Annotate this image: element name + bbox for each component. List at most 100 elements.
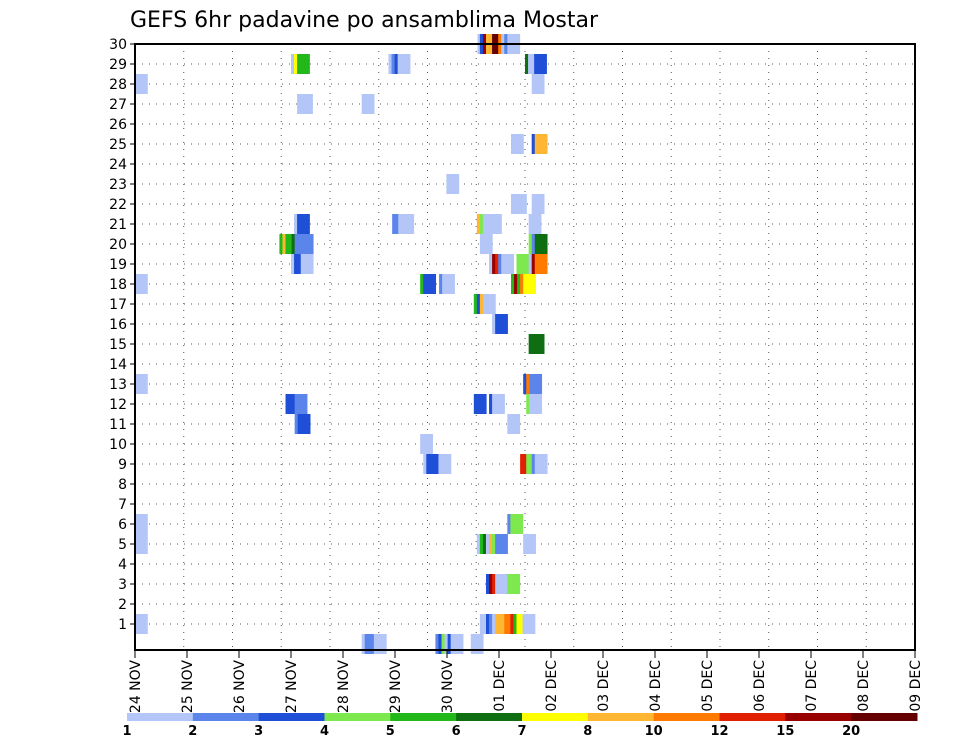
cell-member-20 <box>300 234 314 254</box>
cell-member-28 <box>135 74 148 94</box>
cell-member-10 <box>420 434 433 454</box>
y-tick-label: 2 <box>118 597 127 613</box>
colorbar-label: 5 <box>386 724 395 739</box>
y-tick-label: 4 <box>118 557 127 573</box>
cell-member-21 <box>528 214 542 234</box>
x-tick-label: 04 DEC <box>648 660 664 712</box>
cell-member-12 <box>294 394 308 414</box>
colorbar-segment <box>785 713 852 721</box>
colorbar-label: 6 <box>452 724 461 739</box>
cell-member-29 <box>297 54 310 74</box>
colorbar-segment <box>456 713 523 721</box>
plot-frame <box>134 43 916 651</box>
cell-member-1 <box>522 614 536 634</box>
colorbar-label: 12 <box>710 724 728 739</box>
y-tick-label: 20 <box>109 237 127 253</box>
cell-member-25 <box>534 134 548 154</box>
y-tick-label: 21 <box>109 217 127 233</box>
y-tick-label: 19 <box>109 257 127 273</box>
cell-member-6 <box>135 514 148 534</box>
x-tick-label: 03 DEC <box>596 660 612 712</box>
x-tick-label: 26 NOV <box>232 660 248 714</box>
cell-member-1 <box>135 614 148 634</box>
x-tick-label: 05 DEC <box>700 660 716 712</box>
colorbar-label: 7 <box>517 724 526 739</box>
cell-member-13 <box>135 374 148 394</box>
cell-member-21 <box>297 214 310 234</box>
colorbar-label: 1 <box>122 724 131 739</box>
x-tick-label: 08 DEC <box>856 660 872 712</box>
cell-member-19 <box>516 254 530 274</box>
cell-member-12 <box>529 394 543 414</box>
cell-member-27 <box>300 94 313 114</box>
x-tick-label: 06 DEC <box>752 660 768 712</box>
y-tick-label: 22 <box>109 197 127 213</box>
colorbar-label: 4 <box>320 724 329 739</box>
x-tick-label: 01 DEC <box>492 660 508 712</box>
cell-member-22 <box>531 194 545 214</box>
grid-lines <box>135 43 915 650</box>
chart-title: GEFS 6hr padavine po ansamblima Mostar <box>130 8 599 33</box>
x-tick-label: 24 NOV <box>128 660 144 714</box>
cell-member-15 <box>531 334 545 354</box>
y-tick-label: 23 <box>109 177 127 193</box>
y-tick-label: 28 <box>109 77 127 93</box>
y-tick-label: 8 <box>118 477 127 493</box>
y-tick-label: 18 <box>109 277 127 293</box>
colorbar: 1 2 3 4 5 6 7 8 10 12 15 20 <box>122 713 918 739</box>
cell-member-11 <box>507 414 521 434</box>
colorbar-segment <box>390 713 457 721</box>
x-tick-label: 29 NOV <box>388 660 404 714</box>
y-tick-label: 3 <box>118 577 127 593</box>
y-tick-label: 7 <box>118 497 127 513</box>
colorbar-segment <box>719 713 786 721</box>
cell-member-18 <box>442 274 455 294</box>
cell-member-11 <box>297 414 311 434</box>
cell-member-19 <box>501 254 515 274</box>
y-tick-label: 9 <box>118 457 127 473</box>
cell-member-12 <box>492 394 505 414</box>
cell-member-3 <box>495 574 508 594</box>
cell-member-5 <box>523 534 536 554</box>
colorbar-segment <box>324 713 391 721</box>
y-tick-label: 5 <box>118 537 127 553</box>
cell-member-22 <box>514 194 527 214</box>
y-tick-label: 15 <box>109 337 127 353</box>
cell-member-28 <box>531 74 545 94</box>
y-tick-label: 26 <box>109 117 127 133</box>
x-tick-label: 09 DEC <box>908 660 924 712</box>
colorbar-segment <box>653 713 720 721</box>
y-tick-label: 1 <box>118 617 127 633</box>
cell-member-25 <box>510 134 524 154</box>
colorbar-segment <box>851 713 918 721</box>
y-tick-label: 16 <box>109 317 127 333</box>
x-tick-label: 30 NOV <box>440 660 456 714</box>
y-tick-label: 29 <box>109 57 127 73</box>
y-tick-label: 12 <box>109 397 127 413</box>
x-axis: 24 NOV 25 NOV 26 NOV 27 NOV 28 NOV 29 NOV 30 N… <box>128 650 924 713</box>
colorbar-label: 3 <box>254 724 263 739</box>
y-tick-label: 17 <box>109 297 127 313</box>
colorbar-label: 15 <box>776 724 794 739</box>
cell-member-6 <box>510 514 524 534</box>
cell-member-18 <box>423 274 437 294</box>
x-tick-label: 07 DEC <box>804 660 820 712</box>
y-tick-label: 24 <box>109 157 127 173</box>
y-tick-label: 14 <box>109 357 127 373</box>
y-tick-label: 30 <box>109 37 127 53</box>
cell-member-29 <box>397 54 411 74</box>
cell-member-5 <box>135 534 148 554</box>
x-tick-label: 02 DEC <box>544 660 560 712</box>
cell-member-18 <box>523 274 536 294</box>
y-tick-label: 27 <box>109 97 127 113</box>
cell-member-3 <box>507 574 521 594</box>
colorbar-label: 2 <box>188 724 197 739</box>
y-tick-label: 13 <box>109 377 127 393</box>
y-axis: 1234567891011121314151617181920212223242… <box>109 37 135 633</box>
y-tick-label: 25 <box>109 137 127 153</box>
cell-member-9 <box>534 454 548 474</box>
colorbar-segment <box>587 713 655 721</box>
colorbar-segment <box>192 713 260 721</box>
y-tick-label: 11 <box>109 417 127 433</box>
cell-member-18 <box>135 274 148 294</box>
